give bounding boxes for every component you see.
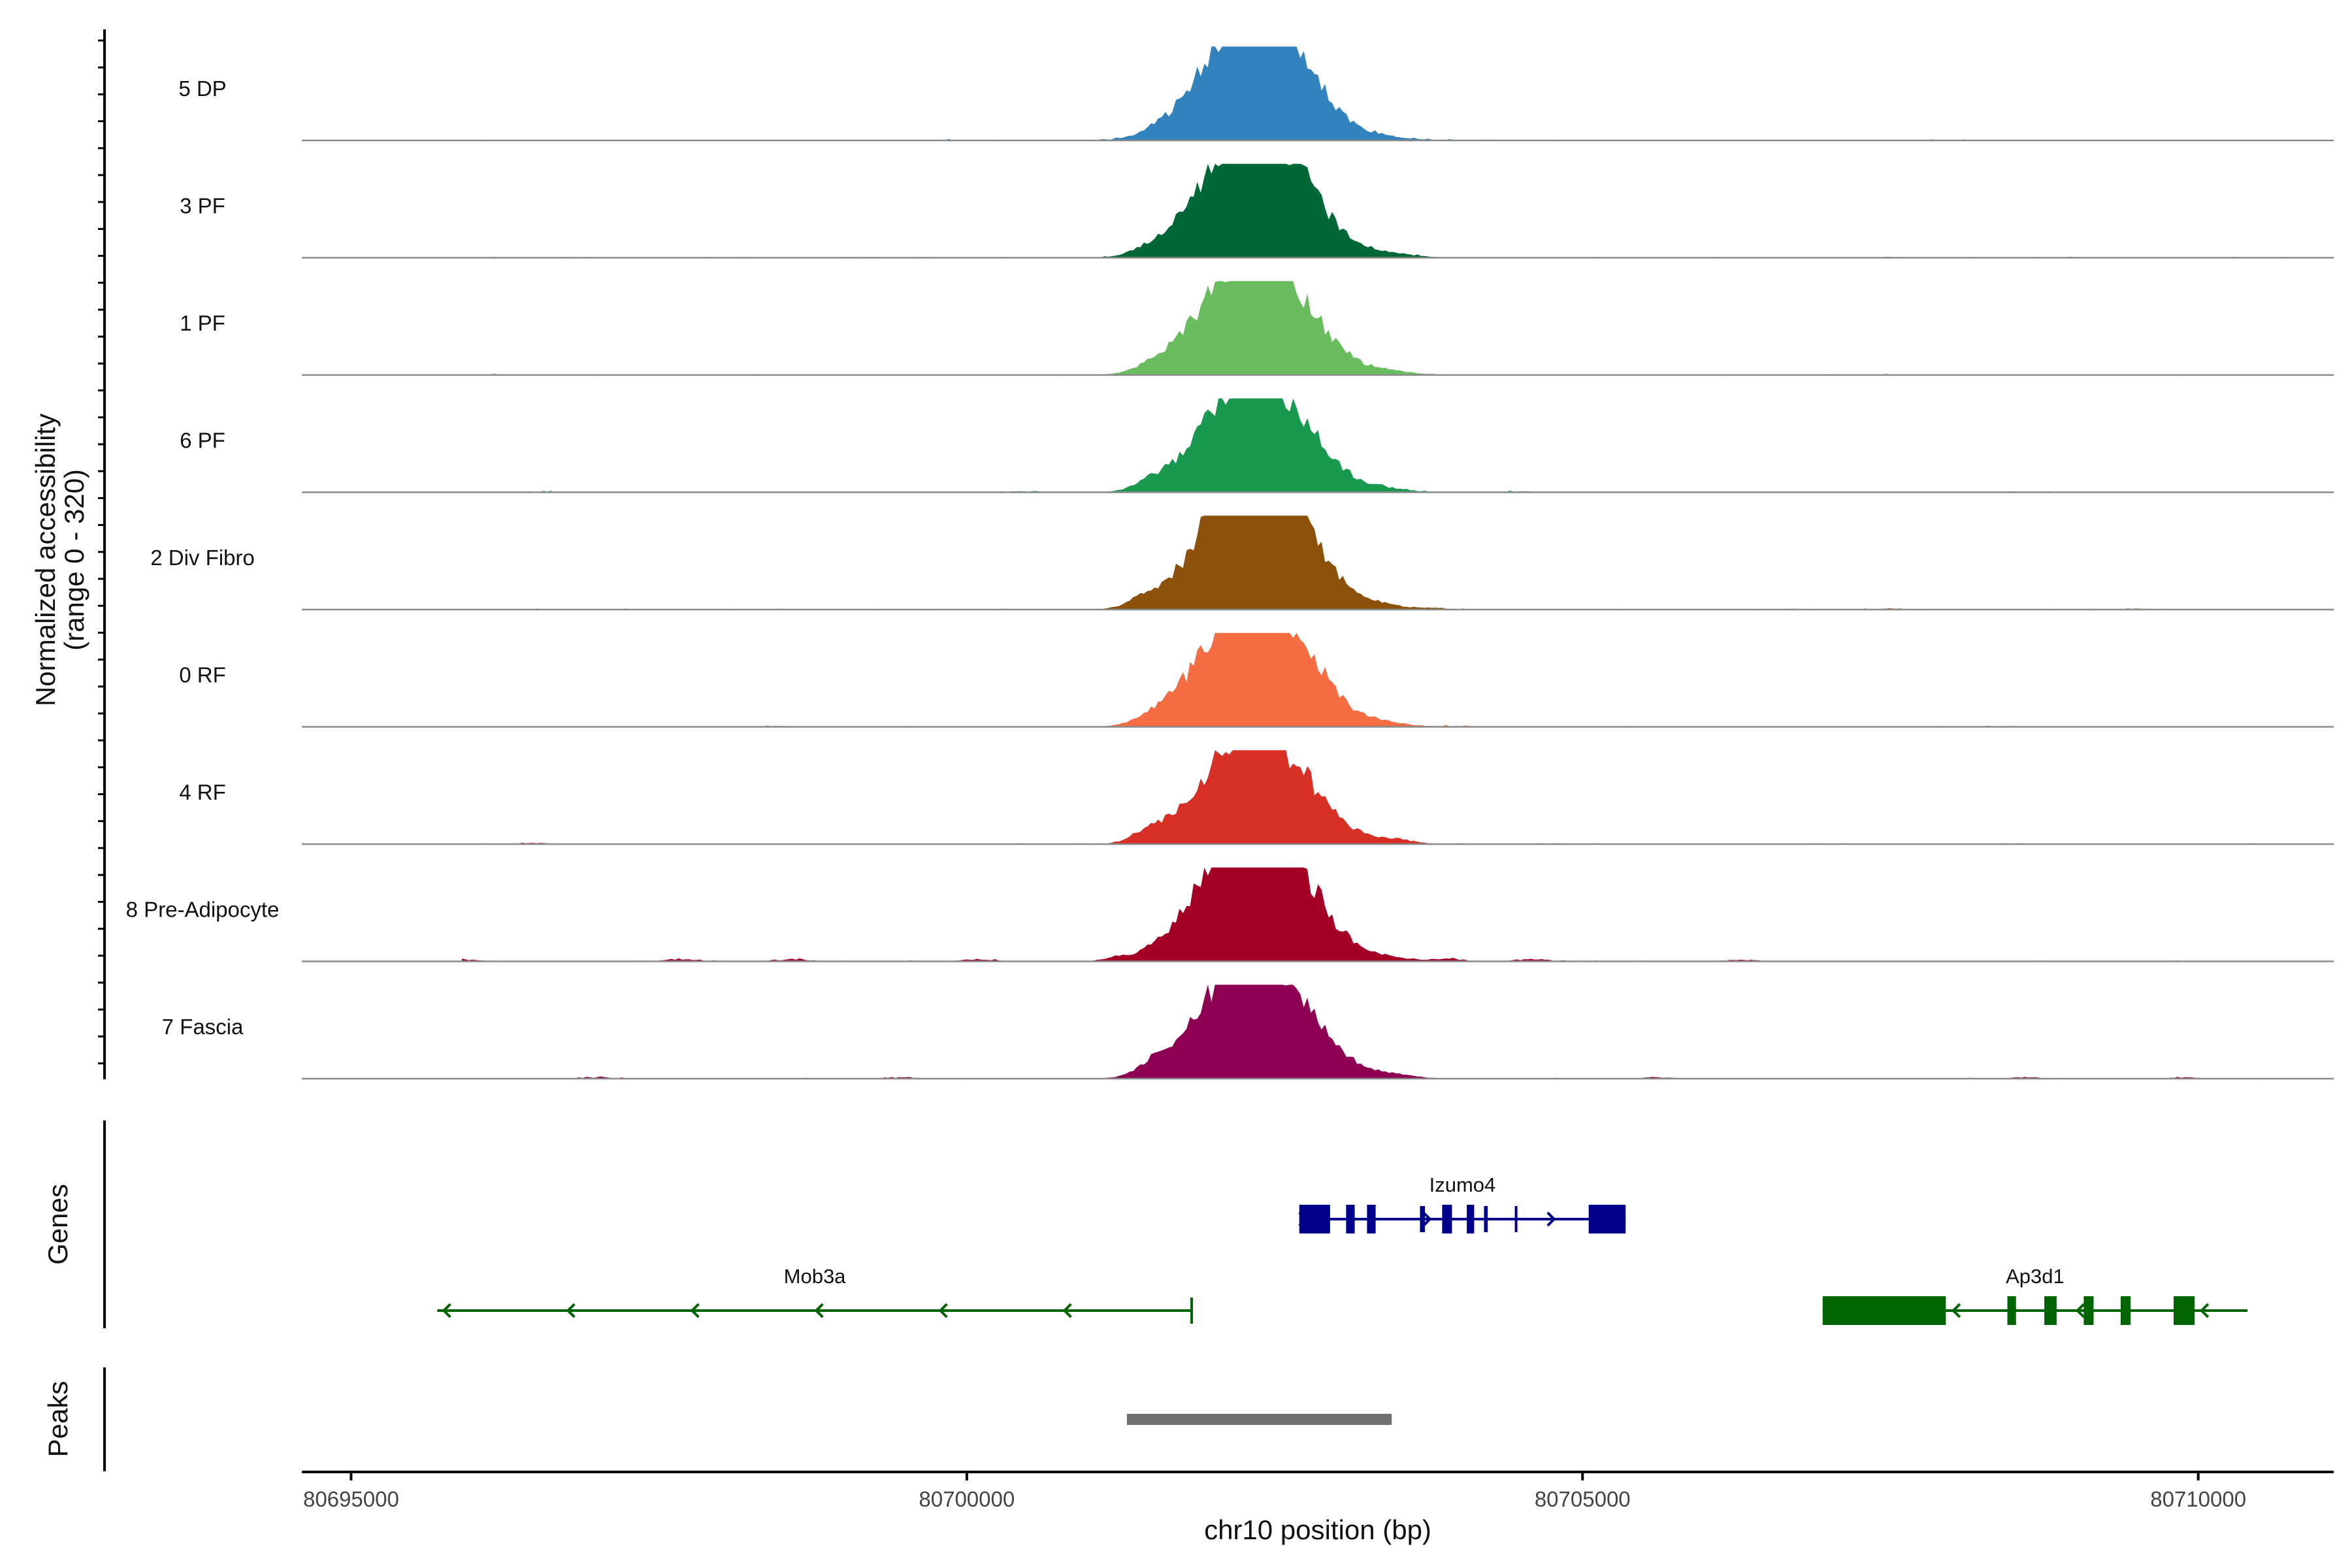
gene-exon [1467,1205,1475,1233]
peak-bar [1126,1414,1392,1425]
gene-exon [1822,1296,1946,1325]
gene-exon [2120,1296,2131,1325]
track-1-pf: 1 PF [180,281,2334,376]
x-tick-label: 80705000 [1535,1487,1631,1511]
gene-exon [1588,1205,1626,1233]
coverage-y-axis: Normalized accessibility (range 0 - 320) [30,29,106,1079]
track-label: 1 PF [180,311,225,335]
gene-exon [1442,1205,1452,1233]
coverage-tracks: 5 DP 3 PF 1 PF 6 PF 2 Div Fibro 0 RF 4 RF 8 Pre… [126,46,2334,1080]
track-5-dp: 5 DP [178,46,2334,142]
strand-arrow [938,1303,948,1318]
gene-exon [1514,1206,1518,1232]
gene-exon [2044,1296,2057,1325]
x-axis-ticks: 80695000 80700000 80705000 80710000 [303,1472,2246,1511]
strand-arrow [566,1303,576,1318]
strand-arrow [2075,1303,2085,1318]
track-2-div-fibro: 2 Div Fibro [150,515,2334,611]
track-4-rf: 4 RF [179,750,2334,845]
x-axis-label: chr10 position (bp) [1204,1514,1431,1545]
strand-arrow [1062,1303,1072,1318]
gene-exon [1190,1298,1193,1324]
gene-exon [1484,1206,1488,1232]
gene-ap3d1: Ap3d1 [1822,1265,2248,1325]
track-6-pf: 6 PF [180,398,2334,493]
track-8-pre-adipocyte: 8 Pre-Adipocyte [126,867,2334,962]
x-tick-label: 80700000 [919,1487,1015,1511]
track-label: 6 PF [180,429,225,453]
track-label: 5 DP [178,76,226,101]
track-0-rf: 0 RF [179,632,2334,728]
genes-panel: Genes Izumo4 Mob3a Ap3d1 [42,1120,2248,1328]
track-7-fascia: 7 Fascia [162,985,2334,1080]
peaks-panel: Peaks [42,1367,1392,1471]
genes-panel-label: Genes [42,1184,73,1265]
y-axis-range-label: (range 0 - 320) [59,469,90,651]
gene-exon [1346,1205,1355,1233]
track-label: 7 Fascia [162,1015,244,1039]
gene-exon [1299,1205,1330,1233]
gene-models: Izumo4 Mob3a Ap3d1 [437,1173,2248,1325]
track-label: 4 RF [179,780,226,804]
track-label: 0 RF [179,663,226,687]
y-axis-label: Normalized accessibility [30,414,61,706]
strand-arrow [690,1303,700,1318]
x-tick-label: 80695000 [303,1487,399,1511]
strand-arrow [814,1303,824,1318]
strand-arrow [442,1303,451,1318]
strand-arrow [1422,1211,1432,1227]
track-label: 8 Pre-Adipocyte [126,898,280,922]
gene-label: Ap3d1 [2006,1265,2065,1288]
gene-label: Mob3a [784,1265,847,1288]
track-3-pf: 3 PF [180,163,2334,259]
gene-mob3a: Mob3a [437,1265,1193,1324]
gene-exon [2007,1296,2016,1325]
peaks-panel-label: Peaks [42,1381,73,1458]
gene-label: Izumo4 [1429,1173,1496,1196]
x-tick-label: 80710000 [2150,1487,2246,1511]
strand-arrow [2199,1303,2210,1318]
strand-arrow [1546,1211,1556,1227]
x-axis: 80695000 80700000 80705000 80710000 chr10 p… [302,1471,2334,1545]
strand-arrow [1951,1303,1961,1318]
gene-exon [1367,1205,1376,1233]
gene-exon [1420,1206,1425,1232]
gene-exon [2083,1296,2094,1325]
track-label: 2 Div Fibro [150,546,255,570]
gene-izumo4: Izumo4 [1298,1173,1626,1233]
gene-exon [2173,1296,2195,1325]
peak-regions [1126,1414,1392,1425]
track-label: 3 PF [180,194,225,218]
coverage-y-axis-ticks [98,39,105,1065]
